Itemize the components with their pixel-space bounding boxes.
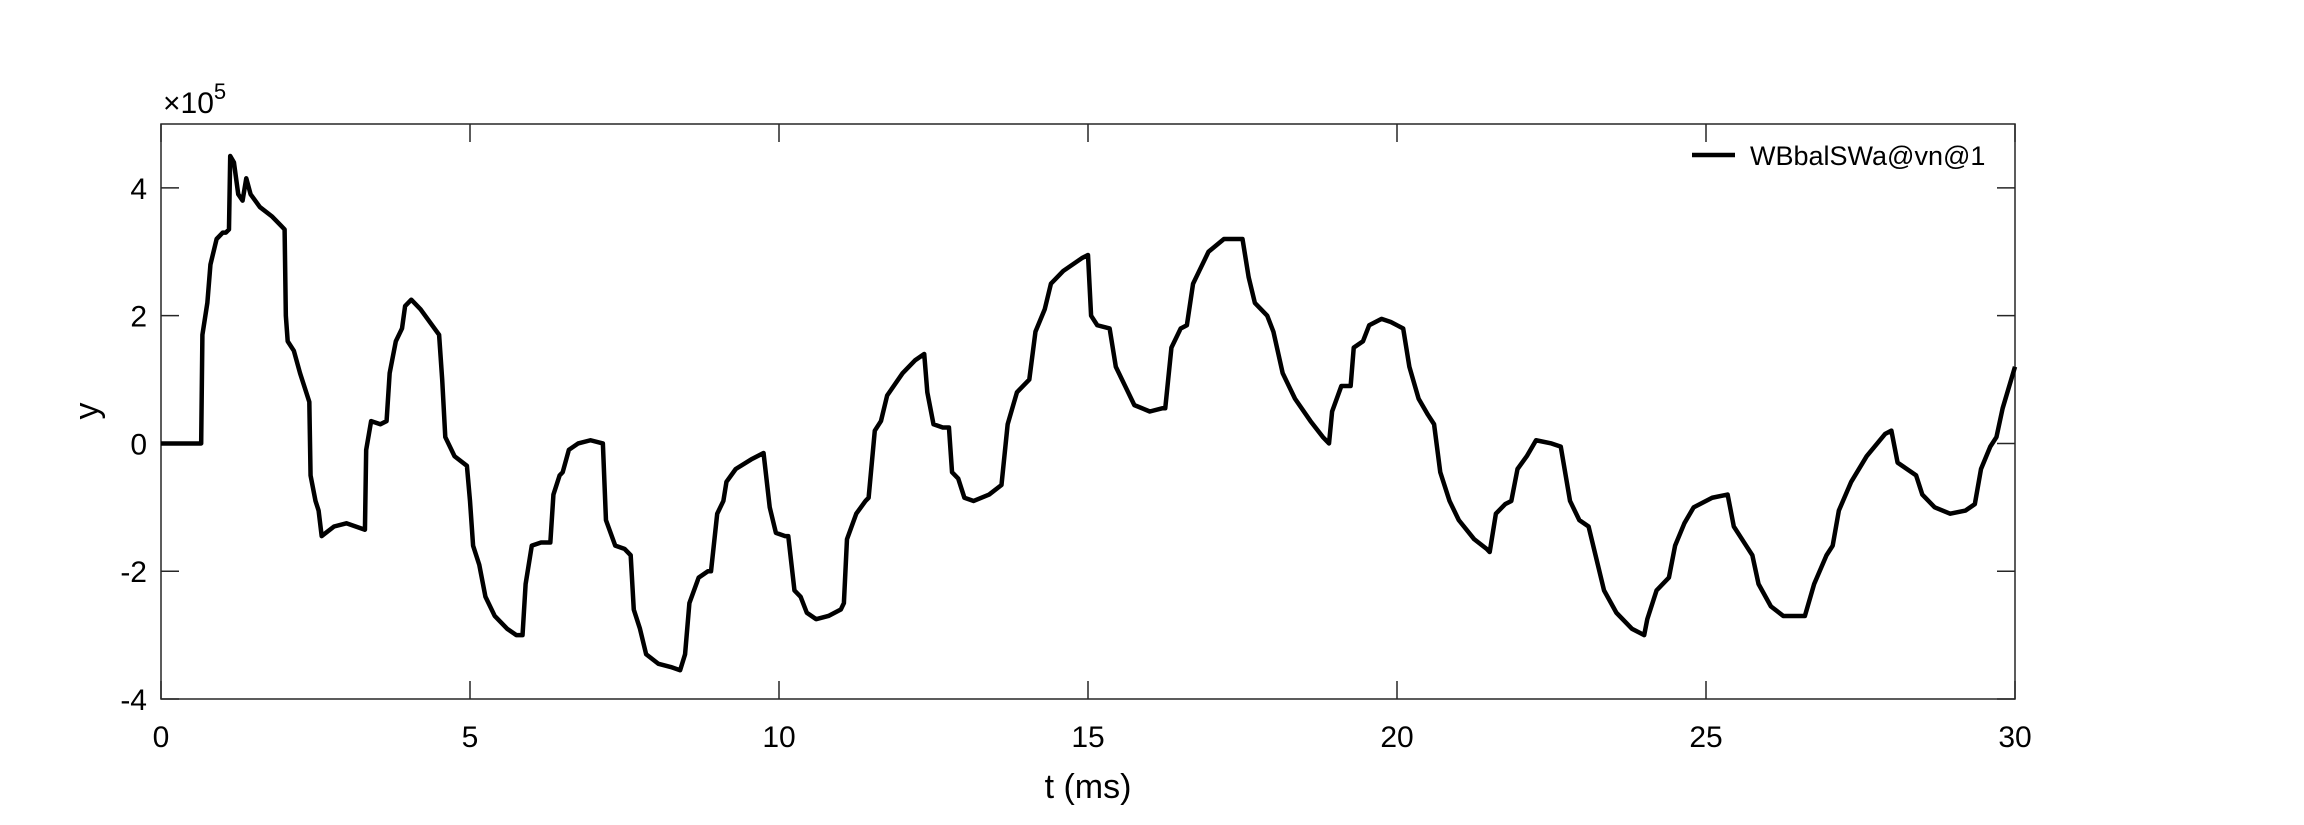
- y-tick-label: -4: [120, 684, 147, 717]
- data-line: [161, 153, 2018, 673]
- x-axis-label: t (ms): [1045, 768, 1132, 806]
- y-axis-label: y: [68, 403, 106, 420]
- x-tick-label: 25: [1689, 721, 1722, 754]
- x-tick-label: 0: [153, 721, 170, 754]
- y-tick-label: 4: [130, 173, 147, 206]
- y-multiplier: ×105: [163, 79, 226, 120]
- y-tick-label: 0: [130, 428, 147, 461]
- x-tick-label: 10: [762, 721, 795, 754]
- x-tick-label: 20: [1380, 721, 1413, 754]
- y-tick-label: -2: [120, 556, 147, 589]
- x-tick-label: 15: [1071, 721, 1104, 754]
- y-multiplier-exponent: 5: [214, 79, 226, 104]
- x-tick-label: 5: [462, 721, 479, 754]
- x-tick-label: 30: [1998, 721, 2031, 754]
- legend-label: WBbalSWa@vn@1: [1750, 141, 1985, 171]
- y-tick-label: 2: [130, 301, 147, 334]
- y-multiplier-base: ×10: [163, 87, 214, 120]
